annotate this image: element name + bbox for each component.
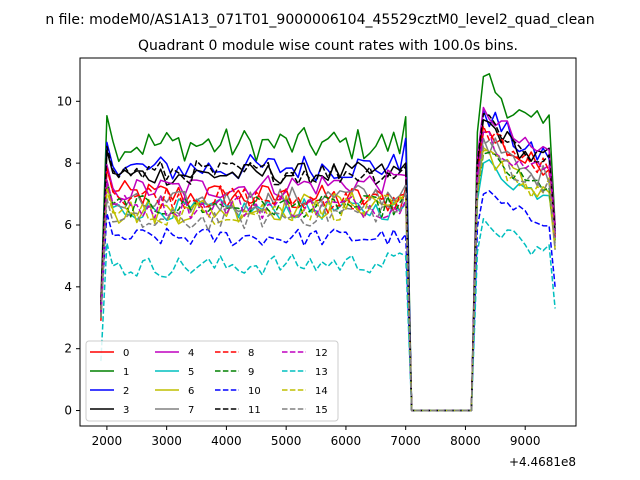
plot-frame	[79, 57, 577, 427]
x-tick-label: 8000	[450, 434, 481, 448]
y-tick-label: 4	[64, 280, 72, 294]
x-tick-label: 3000	[151, 434, 182, 448]
x-tick-label: 5000	[271, 434, 302, 448]
series-layer	[100, 73, 556, 412]
legend-label-14: 14	[315, 386, 328, 397]
x-tick-label: 4000	[211, 434, 242, 448]
legend-label-8: 8	[248, 348, 254, 359]
x-axis-offset-label: +4.4681e8	[509, 455, 576, 469]
y-tick-label: 0	[64, 404, 72, 418]
legend-label-12: 12	[315, 348, 328, 359]
legend-label-0: 0	[123, 348, 129, 359]
legend-label-10: 10	[248, 386, 261, 397]
y-tick-label: 2	[64, 342, 72, 356]
y-tick-label: 6	[64, 218, 72, 232]
series-line-10	[100, 190, 556, 412]
series-line-3	[100, 119, 556, 412]
legend-label-1: 1	[123, 367, 129, 378]
x-tick-label: 6000	[331, 434, 362, 448]
legend-label-11: 11	[248, 405, 261, 416]
legend-box	[85, 340, 339, 422]
legend-label-4: 4	[188, 348, 194, 359]
series-line-11	[100, 112, 556, 412]
legend-label-3: 3	[123, 405, 129, 416]
y-tick-label: 10	[57, 94, 72, 108]
legend-label-13: 13	[315, 367, 328, 378]
legend-label-6: 6	[188, 386, 194, 397]
series-line-14	[100, 149, 556, 412]
legend-label-7: 7	[188, 405, 194, 416]
series-line-7	[100, 137, 556, 412]
legend-label-2: 2	[123, 386, 129, 397]
x-tick-label: 2000	[92, 434, 123, 448]
series-line-1	[100, 73, 556, 412]
x-tick-label: 9000	[510, 434, 541, 448]
series-line-15	[100, 139, 556, 412]
x-tick-label: 7000	[390, 434, 421, 448]
legend-label-5: 5	[188, 367, 194, 378]
figure-suptitle: n file: modeM0/AS1A13_071T01_9000006104_…	[45, 12, 594, 28]
chart-title: Quadrant 0 module wise count rates with …	[138, 38, 518, 54]
legend-label-15: 15	[315, 405, 328, 416]
series-line-8	[100, 125, 556, 412]
y-tick-label: 8	[64, 156, 72, 170]
legend-label-9: 9	[248, 367, 254, 378]
series-line-4	[100, 106, 556, 412]
